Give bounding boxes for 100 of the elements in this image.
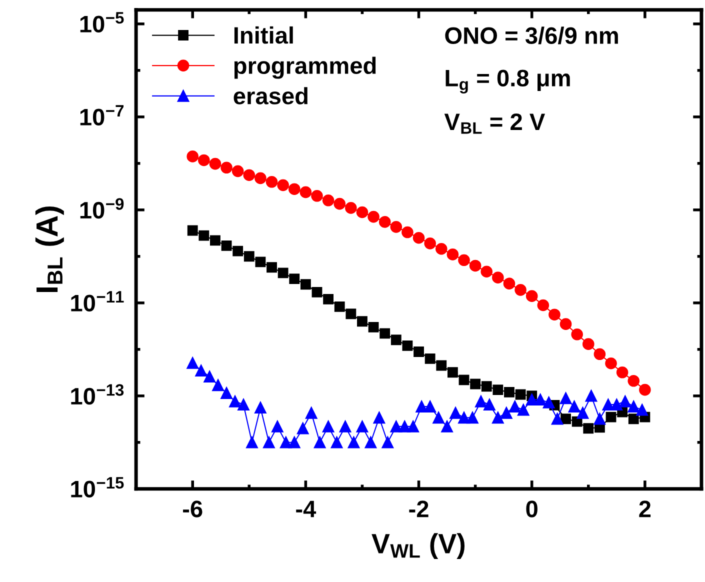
point: [254, 402, 266, 414]
point: [334, 198, 346, 210]
x-tick-label: -6: [183, 500, 202, 518]
point: [288, 183, 300, 195]
point: [272, 420, 284, 432]
point: [356, 420, 368, 432]
point: [628, 400, 640, 412]
point: [414, 346, 424, 357]
point: [526, 290, 538, 302]
legend-label: Initial: [234, 26, 293, 44]
point: [232, 165, 244, 178]
point: [364, 436, 377, 448]
point: [484, 398, 496, 410]
point: [514, 284, 526, 296]
y-tick-label: 10$^{−9}$: [80, 198, 124, 219]
point: [390, 420, 402, 432]
point: [560, 414, 571, 424]
point: [628, 414, 639, 424]
y-tick-label: 10$^{−15}$: [71, 477, 124, 498]
point: [314, 436, 326, 448]
point: [246, 436, 258, 448]
point: [424, 238, 436, 250]
point: [458, 254, 470, 266]
point: [186, 357, 199, 369]
point: [639, 384, 651, 396]
point: [568, 400, 580, 412]
point: [266, 176, 278, 188]
point: [221, 240, 232, 251]
point: [475, 396, 487, 408]
point: [470, 378, 481, 390]
point: [390, 334, 402, 346]
point: [238, 398, 250, 410]
point: [560, 392, 572, 404]
point: [357, 316, 368, 327]
point: [368, 210, 380, 223]
point: [220, 387, 232, 399]
point: [542, 396, 555, 408]
point: [280, 436, 292, 448]
point: [323, 294, 334, 304]
point: [606, 412, 616, 422]
annotation: ONO = 3/6/9 nm: [445, 26, 618, 44]
x-tick-label: -4: [296, 500, 316, 518]
point: [345, 202, 357, 214]
point: [526, 394, 538, 406]
point: [560, 318, 572, 330]
point: [220, 162, 232, 174]
point: [492, 412, 504, 424]
point: [378, 216, 391, 228]
point: [605, 357, 617, 370]
point: [424, 354, 436, 364]
point: [481, 381, 492, 392]
point: [503, 278, 516, 290]
point: [266, 262, 277, 273]
point: [244, 251, 254, 262]
point: [278, 268, 288, 278]
point: [412, 232, 425, 244]
x-tick-label: -2: [409, 500, 428, 518]
y-tick-label: 10$^{−7}$: [80, 105, 124, 126]
point: [571, 328, 583, 340]
point: [424, 400, 436, 412]
point: [582, 338, 594, 350]
point: [334, 301, 345, 312]
x-axis-title: V$_{WL}$ (V): [372, 533, 465, 560]
legend-label: programmed: [234, 56, 376, 79]
point: [619, 396, 632, 408]
point: [305, 407, 318, 419]
point: [348, 436, 360, 448]
annotation: V$_{BL}$ = 2 V: [444, 113, 546, 134]
y-tick-label: 10$^{−11}$: [71, 291, 124, 312]
point: [195, 364, 207, 376]
point: [402, 340, 413, 351]
legend-label: erased: [234, 87, 308, 104]
point: [368, 322, 379, 332]
point: [229, 396, 241, 408]
point: [330, 436, 343, 448]
point: [492, 384, 504, 396]
point: [537, 299, 550, 312]
point: [636, 404, 648, 416]
point: [243, 169, 256, 181]
point: [322, 420, 334, 432]
annotation: L$_{g}$ = 0.8 μm: [446, 70, 570, 94]
y-axis-title: I$_{BL}$ (A): [35, 206, 64, 292]
point: [594, 412, 606, 425]
point: [616, 366, 628, 378]
point: [515, 389, 526, 400]
point: [255, 256, 266, 268]
point: [398, 420, 411, 432]
point: [380, 328, 390, 339]
x-tick-label: 2: [639, 500, 651, 518]
point: [628, 374, 640, 387]
point: [232, 246, 244, 256]
point: [504, 386, 514, 398]
point: [263, 436, 275, 448]
point: [585, 390, 598, 402]
point: [508, 400, 521, 412]
point: [458, 412, 470, 424]
point: [187, 225, 198, 236]
point: [548, 308, 560, 320]
point: [390, 221, 402, 233]
point: [339, 420, 352, 432]
